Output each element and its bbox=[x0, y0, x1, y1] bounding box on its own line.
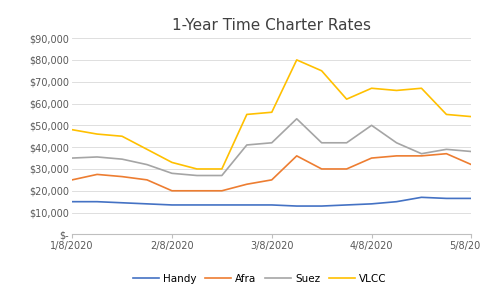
Handy bbox=[169, 203, 175, 207]
Suez bbox=[293, 117, 299, 120]
VLCC bbox=[268, 110, 274, 114]
Handy bbox=[418, 195, 423, 199]
Afra bbox=[418, 154, 423, 158]
VLCC bbox=[69, 128, 75, 132]
Afra bbox=[318, 167, 324, 171]
Suez bbox=[268, 141, 274, 144]
VLCC bbox=[343, 97, 349, 101]
Suez bbox=[243, 143, 249, 147]
VLCC bbox=[218, 167, 224, 171]
Afra bbox=[393, 154, 398, 158]
Afra bbox=[343, 167, 349, 171]
Afra bbox=[468, 163, 473, 166]
VLCC bbox=[243, 113, 249, 116]
Suez bbox=[318, 141, 324, 144]
Afra bbox=[268, 178, 274, 182]
Legend: Handy, Afra, Suez, VLCC: Handy, Afra, Suez, VLCC bbox=[129, 270, 390, 288]
Handy bbox=[368, 202, 373, 206]
Handy bbox=[144, 202, 150, 206]
Afra bbox=[368, 156, 373, 160]
Afra bbox=[169, 189, 175, 193]
VLCC bbox=[468, 115, 473, 118]
Suez bbox=[343, 141, 349, 144]
Handy bbox=[293, 204, 299, 208]
Afra bbox=[193, 189, 199, 193]
Suez bbox=[393, 141, 398, 144]
Afra bbox=[293, 154, 299, 158]
Line: VLCC: VLCC bbox=[72, 60, 470, 169]
VLCC bbox=[144, 148, 150, 151]
Suez bbox=[119, 157, 125, 161]
Suez bbox=[468, 150, 473, 153]
Suez bbox=[94, 155, 100, 159]
Handy bbox=[69, 200, 75, 203]
Afra bbox=[243, 183, 249, 186]
Afra bbox=[119, 175, 125, 178]
Handy bbox=[218, 203, 224, 207]
VLCC bbox=[293, 58, 299, 62]
Afra bbox=[144, 178, 150, 182]
VLCC bbox=[393, 89, 398, 92]
Handy bbox=[468, 197, 473, 200]
Handy bbox=[393, 200, 398, 203]
VLCC bbox=[169, 161, 175, 164]
Afra bbox=[69, 178, 75, 182]
Handy bbox=[243, 203, 249, 207]
Suez bbox=[368, 124, 373, 127]
VLCC bbox=[418, 86, 423, 90]
Suez bbox=[418, 152, 423, 156]
Suez bbox=[443, 148, 448, 151]
Line: Afra: Afra bbox=[72, 154, 470, 191]
Handy bbox=[443, 197, 448, 200]
Line: Suez: Suez bbox=[72, 119, 470, 176]
Handy bbox=[268, 203, 274, 207]
Suez bbox=[169, 172, 175, 175]
Afra bbox=[94, 173, 100, 176]
Handy bbox=[94, 200, 100, 203]
Suez bbox=[144, 163, 150, 166]
VLCC bbox=[443, 113, 448, 116]
Afra bbox=[218, 189, 224, 193]
Title: 1-Year Time Charter Rates: 1-Year Time Charter Rates bbox=[172, 18, 371, 33]
VLCC bbox=[119, 134, 125, 138]
Suez bbox=[193, 174, 199, 177]
VLCC bbox=[94, 132, 100, 136]
Handy bbox=[318, 204, 324, 208]
Suez bbox=[218, 174, 224, 177]
Handy bbox=[119, 201, 125, 205]
Handy bbox=[193, 203, 199, 207]
Suez bbox=[69, 156, 75, 160]
Afra bbox=[443, 152, 448, 156]
Handy bbox=[343, 203, 349, 207]
VLCC bbox=[318, 69, 324, 73]
Line: Handy: Handy bbox=[72, 197, 470, 206]
VLCC bbox=[368, 86, 373, 90]
VLCC bbox=[193, 167, 199, 171]
